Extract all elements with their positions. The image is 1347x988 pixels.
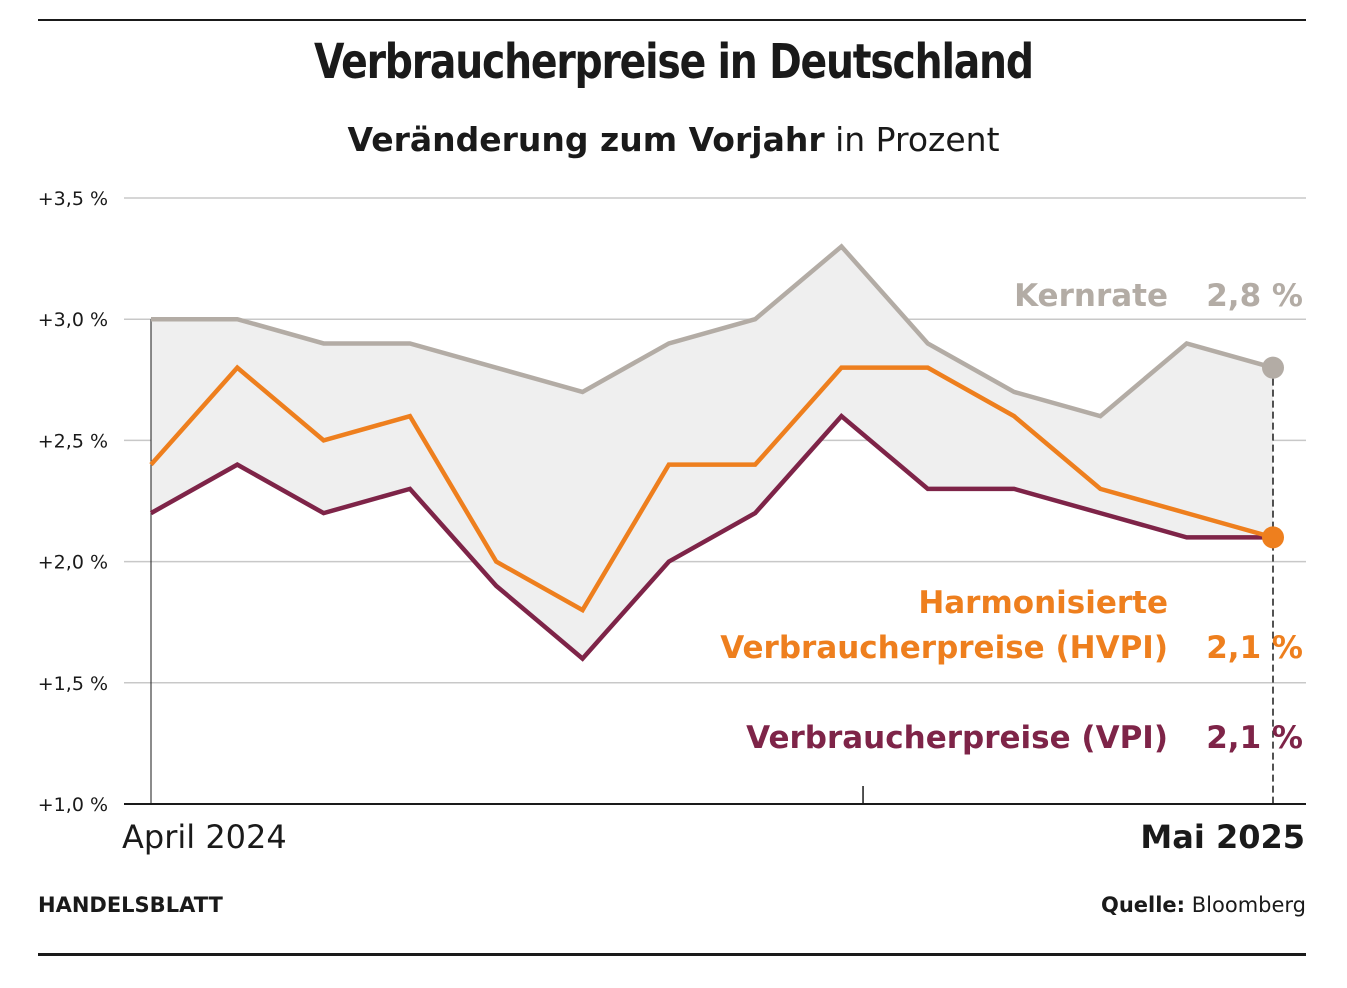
hvpi-series-label: Harmonisierte xyxy=(918,585,1168,621)
hvpi-end-dot xyxy=(1262,526,1284,549)
chart-subtitle: Veränderung zum Vorjahr in Prozent xyxy=(0,120,1347,159)
source-name: Bloomberg xyxy=(1185,893,1306,917)
vpi-series-label: Verbraucherpreise (VPI) xyxy=(746,720,1168,756)
top-rule xyxy=(38,19,1306,21)
kernrate-series-label: Kernrate xyxy=(1014,278,1168,314)
hvpi-line xyxy=(149,364,1274,614)
source-label: Quelle: xyxy=(1100,893,1186,917)
kernrate-line xyxy=(151,243,1274,419)
hvpi-last-value: 2,1 % xyxy=(1206,630,1303,666)
range-band xyxy=(151,246,1273,659)
subtitle-rest: in Prozent xyxy=(824,120,1000,159)
y-tick-label: +1,5 % xyxy=(38,673,108,695)
kernrate-last-value: 2,8 % xyxy=(1206,278,1303,314)
y-tick-label: +3,5 % xyxy=(38,188,108,210)
publisher-logo: HANDELSBLATT xyxy=(38,893,223,917)
subtitle-bold: Veränderung zum Vorjahr xyxy=(347,120,825,159)
vpi-last-value: 2,1 % xyxy=(1206,720,1303,756)
hvpi-series-label: Verbraucherpreise (HVPI) xyxy=(720,630,1168,666)
y-tick-label: +3,0 % xyxy=(38,309,108,331)
chart-title: Verbraucherpreise in Deutschland xyxy=(314,34,1034,90)
x-start-label: April 2024 xyxy=(122,818,287,856)
y-tick-label: +1,0 % xyxy=(38,794,108,816)
bottom-rule xyxy=(38,953,1306,956)
y-tick-label: +2,5 % xyxy=(38,430,108,452)
source-note: Quelle: Bloomberg xyxy=(1101,893,1306,917)
vpi-line xyxy=(149,413,1273,662)
y-tick-label: +2,0 % xyxy=(38,552,108,574)
kernrate-end-dot xyxy=(1262,356,1284,379)
x-end-label: Mai 2025 xyxy=(1140,818,1305,856)
